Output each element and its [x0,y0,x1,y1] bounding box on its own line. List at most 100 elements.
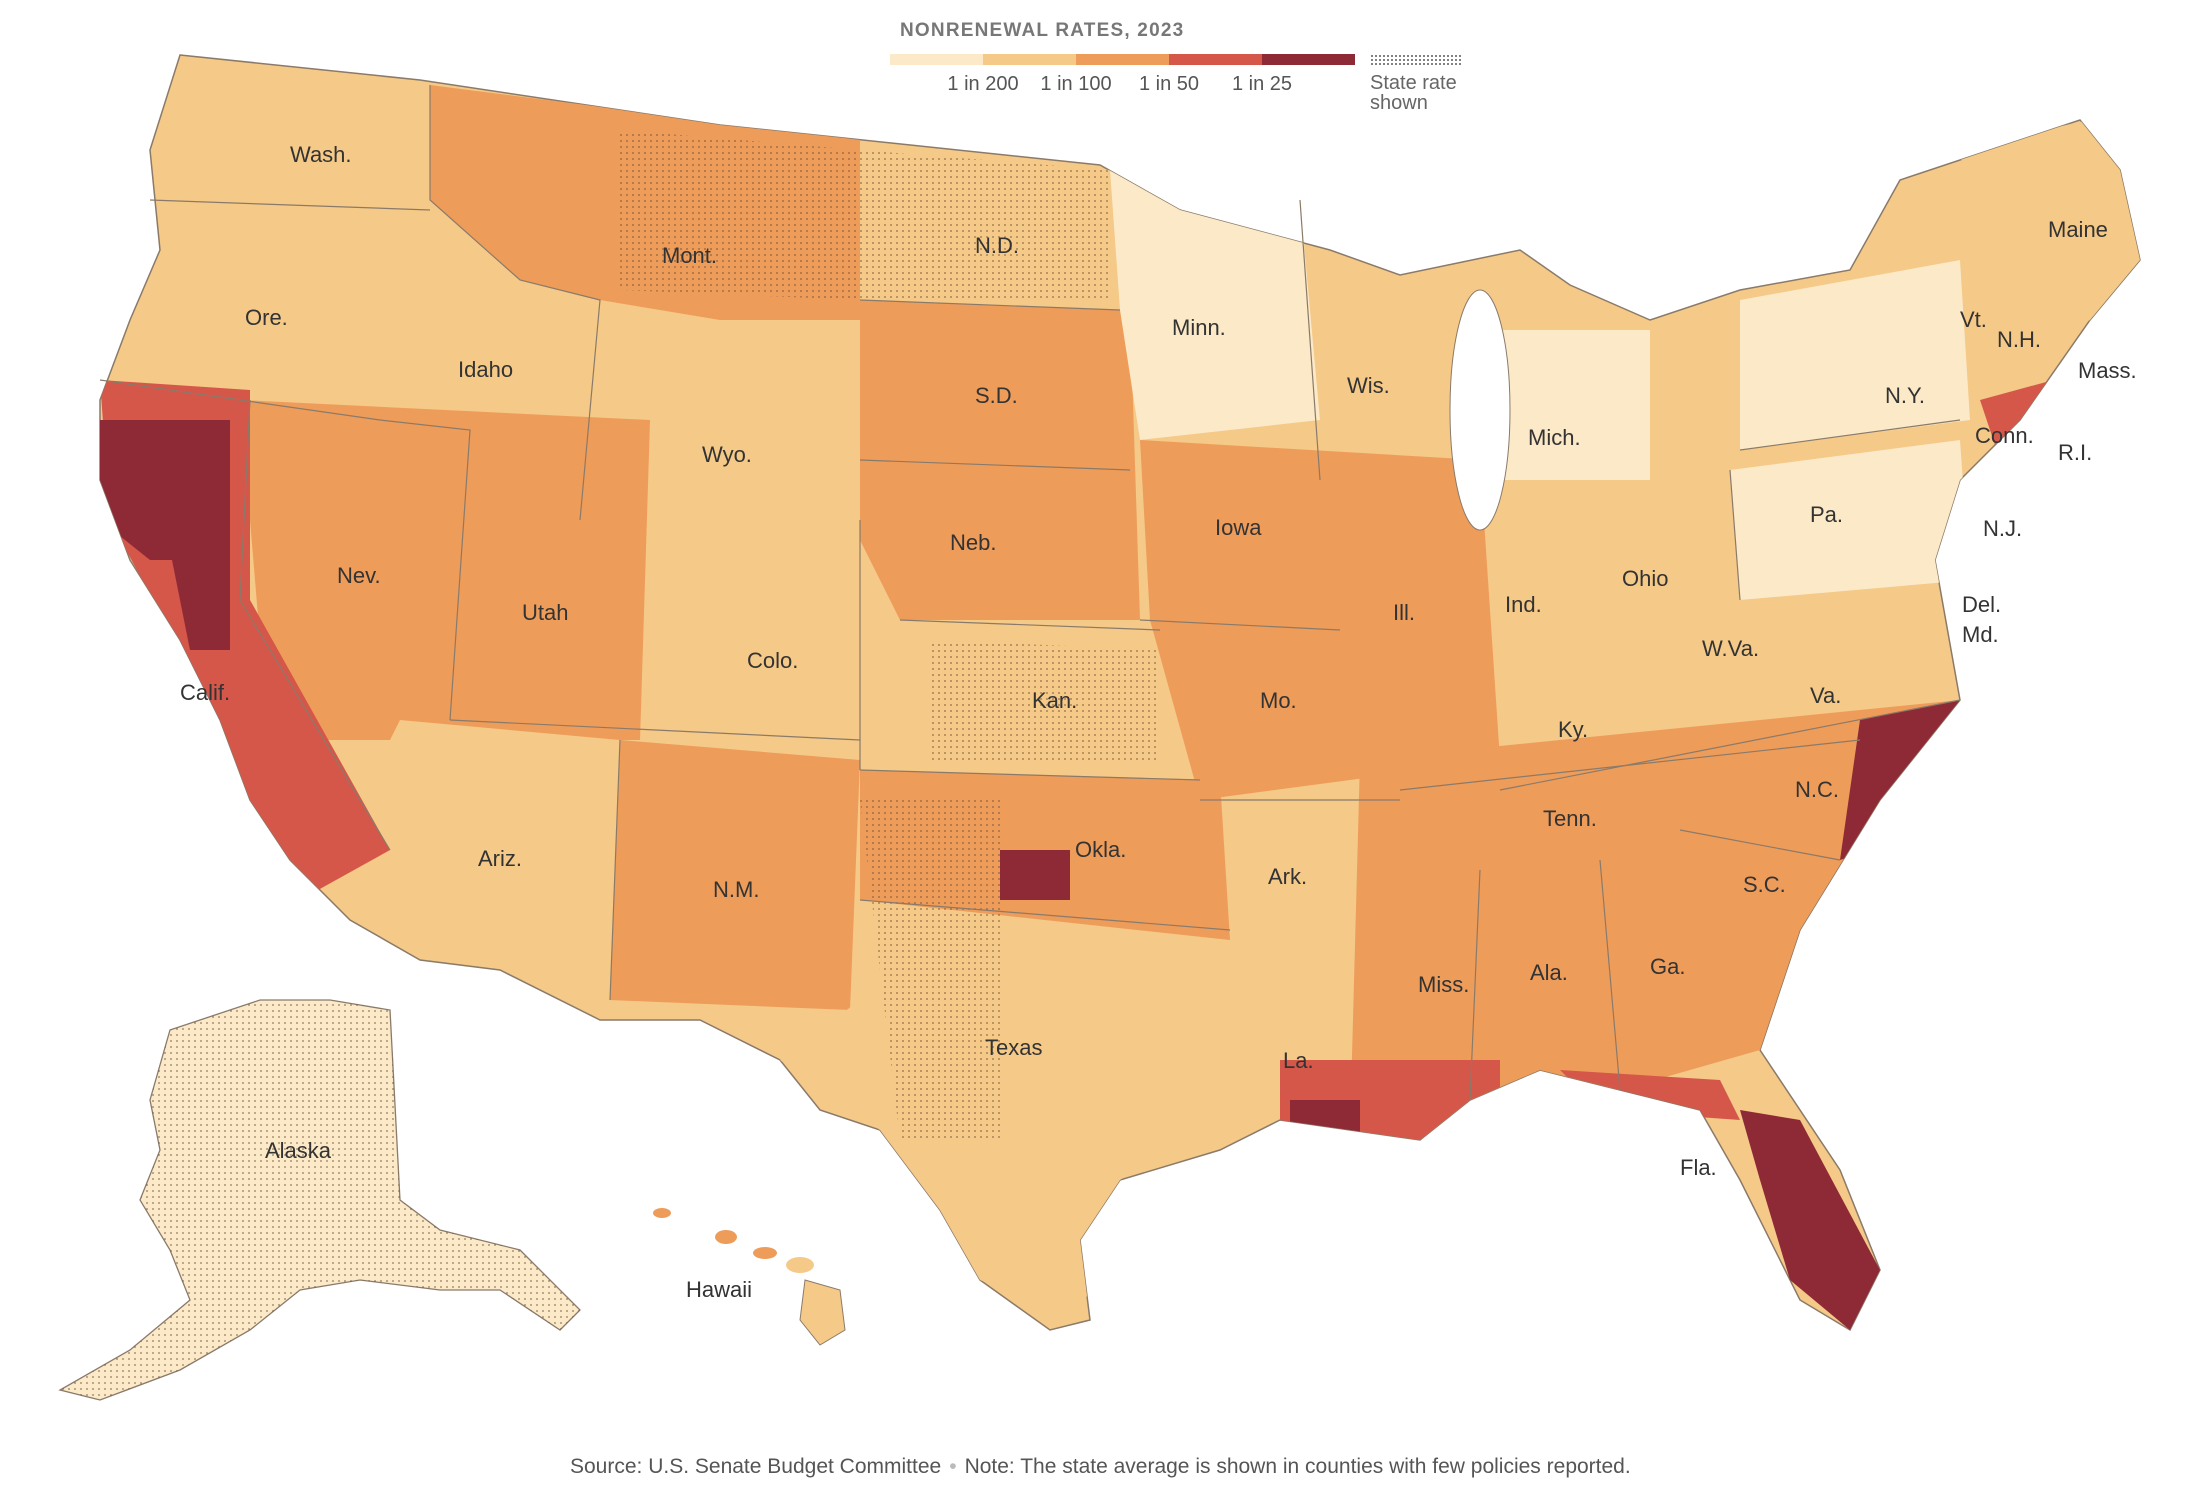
state-label-okla: Okla. [1075,837,1126,862]
hawaii-island-4 [786,1257,814,1273]
state-label-del: Del. [1962,592,2001,617]
region-arizona-light [350,720,620,1000]
legend-swatch-high [1169,54,1262,65]
state-label-wva: W.Va. [1702,636,1759,661]
state-label-neb: Neb. [950,530,996,555]
state-label-pa: Pa. [1810,502,1843,527]
hawaii-island-3 [753,1247,777,1259]
region-midwest-orange [1140,440,1500,800]
border-wa-or [149,199,431,211]
region-new-england-light [1960,110,2140,370]
state-label-mich: Mich. [1528,425,1581,450]
source-note: Source: U.S. Senate Budget Committee • Not… [570,1452,1670,1482]
alaska [58,999,581,1401]
border-va-nc [1499,699,1961,791]
legend-tick-4: 1 in 25 [1231,73,1293,95]
border-ca-nv [239,399,391,851]
source-separator: • [949,1455,957,1478]
legend-tick-3: 1 in 50 [1138,73,1200,95]
region-pennsylvania-pale [1730,440,1970,600]
legend-state-rate-line1: State rate [1370,72,1457,94]
state-label-ariz: Ariz. [478,846,522,871]
state-borders [99,85,1961,1101]
state-label-sc: S.C. [1743,872,1786,897]
state-label-nh: N.H. [1997,327,2041,352]
state-label-mont: Mont. [662,243,717,268]
state-label-ky: Ky. [1558,717,1588,742]
source-text: Source: U.S. Senate Budget Committee [570,1455,942,1478]
region-southeast-orange [1350,700,1960,1140]
county-fill-regions [100,85,2140,1330]
state-label-nc: N.C. [1795,777,1839,802]
hawaii [653,1208,846,1346]
state-label-nm: N.M. [713,877,759,902]
state-label-alaska: Alaska [265,1138,332,1163]
region-midwest-pale-spots [1500,330,1650,480]
state-label-ore: Ore. [245,305,288,330]
state-label-wis: Wis. [1347,373,1390,398]
hawaii-island-2 [715,1230,737,1244]
region-new-mexico-orange [610,740,860,1010]
border-sd-ne [859,459,1131,471]
note-text: Note: The state average is shown in coun… [964,1455,1631,1478]
state-label-texas: Texas [985,1035,1042,1060]
state-label-mass: Mass. [2078,358,2137,383]
state-label-colo: Colo. [747,648,798,673]
border-oh-pa [1729,469,1741,601]
state-label-idaho: Idaho [458,357,513,382]
region-dotted-nd [860,150,1110,300]
legend-swatch-low [983,54,1076,65]
legend-title: NONRENEWAL RATES, 2023 [900,20,1185,41]
contiguous-us [99,54,2141,1332]
state-label-ohio: Ohio [1622,566,1668,591]
region-dakotas-orange [860,300,1140,620]
state-label-ala: Ala. [1530,960,1568,985]
region-minnesota-pale [1110,170,1320,440]
state-label-vt: Vt. [1960,307,1987,332]
state-label-kan: Kan. [1032,688,1077,713]
state-label-ny: N.Y. [1885,383,1925,408]
alaska-dots [60,1000,580,1400]
state-label-miss: Miss. [1418,972,1469,997]
state-label-md: Md. [1962,622,1999,647]
border-mn-wi [1299,199,1321,481]
border-ia-mo [1139,619,1341,631]
border-ks-ok [859,769,1201,781]
state-label-hawaii: Hawaii [686,1277,752,1302]
legend-tick-2: 1 in 100 [1040,73,1112,95]
state-label-wyo: Wyo. [702,442,752,467]
state-label-mo: Mo. [1260,688,1297,713]
region-wyoming-light [580,320,860,520]
border-or-ca [99,379,381,421]
border-nd-sd [859,299,1121,311]
state-label-iowa: Iowa [1215,515,1262,540]
legend-tick-1: 1 in 200 [947,73,1019,95]
border-nv-ut [379,419,471,721]
region-norcal-dark [100,420,230,560]
state-label-ga: Ga. [1650,954,1685,979]
region-central-valley-dark [170,550,230,650]
state-label-va: Va. [1810,683,1841,708]
legend-swatch-mid [1076,54,1169,65]
state-label-ill: Ill. [1393,600,1415,625]
border-nc-sc [1679,829,1841,861]
state-label-minn: Minn. [1172,315,1226,340]
border-ne-ks [899,619,1161,631]
legend-swatch-highest [1262,54,1355,65]
region-louisiana-dark [1290,1100,1360,1150]
state-label-conn: Conn. [1975,423,2034,448]
state-label-maine: Maine [2048,217,2108,242]
state-labels: Wash. Ore. Idaho Mont. N.D. Minn. Wyo. S… [180,142,2137,1302]
state-label-sd: S.D. [975,383,1018,408]
lake-michigan [1449,289,1511,531]
region-southwest-orange [240,400,650,740]
state-label-nj: N.J. [1983,516,2022,541]
hawaii-island-1 [653,1208,671,1218]
legend-state-rate-line2: shown [1370,92,1428,114]
legend-swatch-lowest [890,54,983,65]
state-label-ind: Ind. [1505,592,1542,617]
hawaii-big-island [799,1279,846,1346]
border-ok-tx [859,899,1231,931]
